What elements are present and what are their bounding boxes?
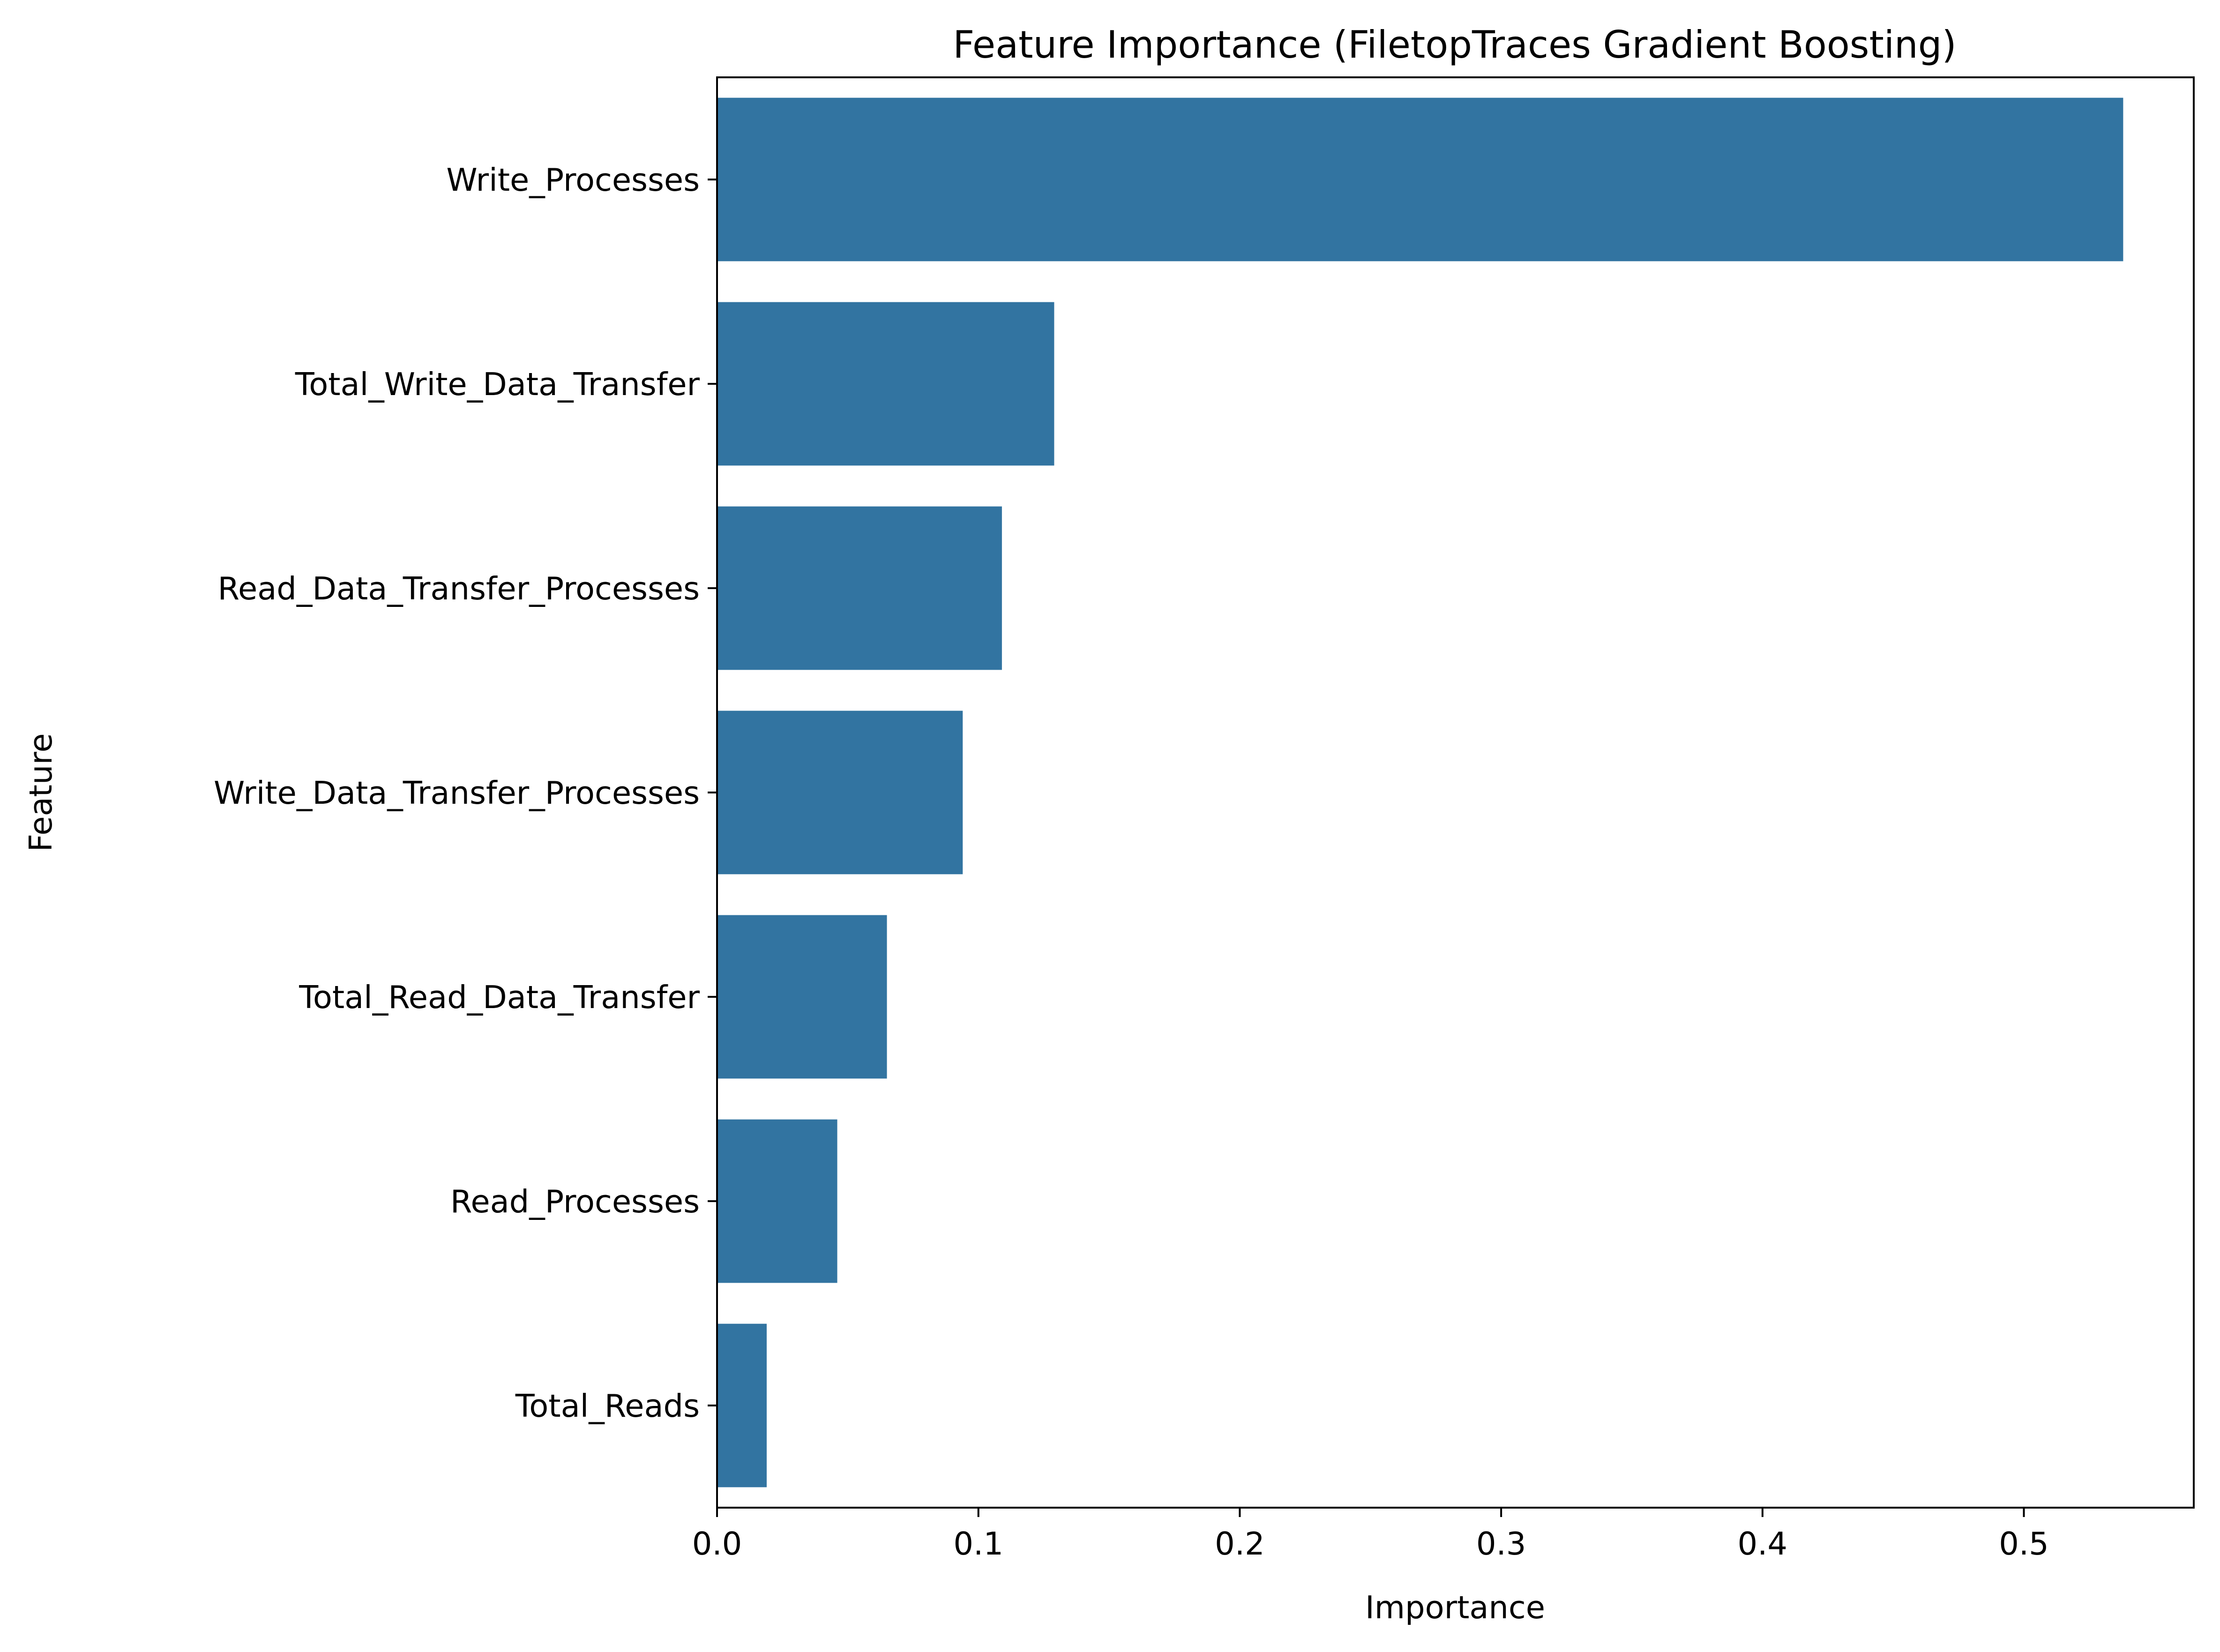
y-tick-label: Write_Data_Transfer_Processes (214, 775, 700, 811)
x-tick-label: 0.4 (1738, 1525, 1788, 1562)
bar-total-reads (717, 1323, 767, 1488)
x-tick-label: 0.0 (692, 1525, 742, 1562)
x-tick-label: 0.5 (1999, 1525, 2049, 1562)
bar-read-data-transfer-processes (717, 506, 1002, 670)
y-tick-label: Read_Data_Transfer_Processes (217, 570, 700, 607)
bar-write-processes (717, 97, 2123, 262)
x-tick-label: 0.3 (1476, 1525, 1526, 1562)
y-axis-ticks: Write_Processes Total_Write_Data_Transfer… (214, 162, 717, 1424)
chart-title: Feature Importance (FiletopTraces Gradie… (953, 23, 1956, 67)
bar-read-processes (717, 1119, 837, 1283)
bars-group (717, 97, 2123, 1488)
x-tick-label: 0.2 (1215, 1525, 1265, 1562)
bar-total-read-data-transfer (717, 915, 887, 1079)
x-tick-label: 0.1 (953, 1525, 1003, 1562)
plot-frame (716, 76, 2195, 1509)
bar-total-write-data-transfer (717, 302, 1054, 466)
bar-write-data-transfer-processes (717, 710, 963, 875)
x-axis-label: Importance (1365, 1589, 1545, 1626)
y-tick-label: Total_Reads (515, 1388, 700, 1424)
y-tick-label: Total_Read_Data_Transfer (299, 979, 700, 1016)
y-tick-label: Total_Write_Data_Transfer (295, 366, 700, 403)
y-axis-label: Feature (22, 733, 59, 852)
y-tick-label: Read_Processes (450, 1183, 700, 1220)
y-tick-label: Write_Processes (446, 162, 700, 198)
x-axis-ticks: 0.0 0.1 0.2 0.3 0.4 0.5 (692, 1508, 2049, 1562)
